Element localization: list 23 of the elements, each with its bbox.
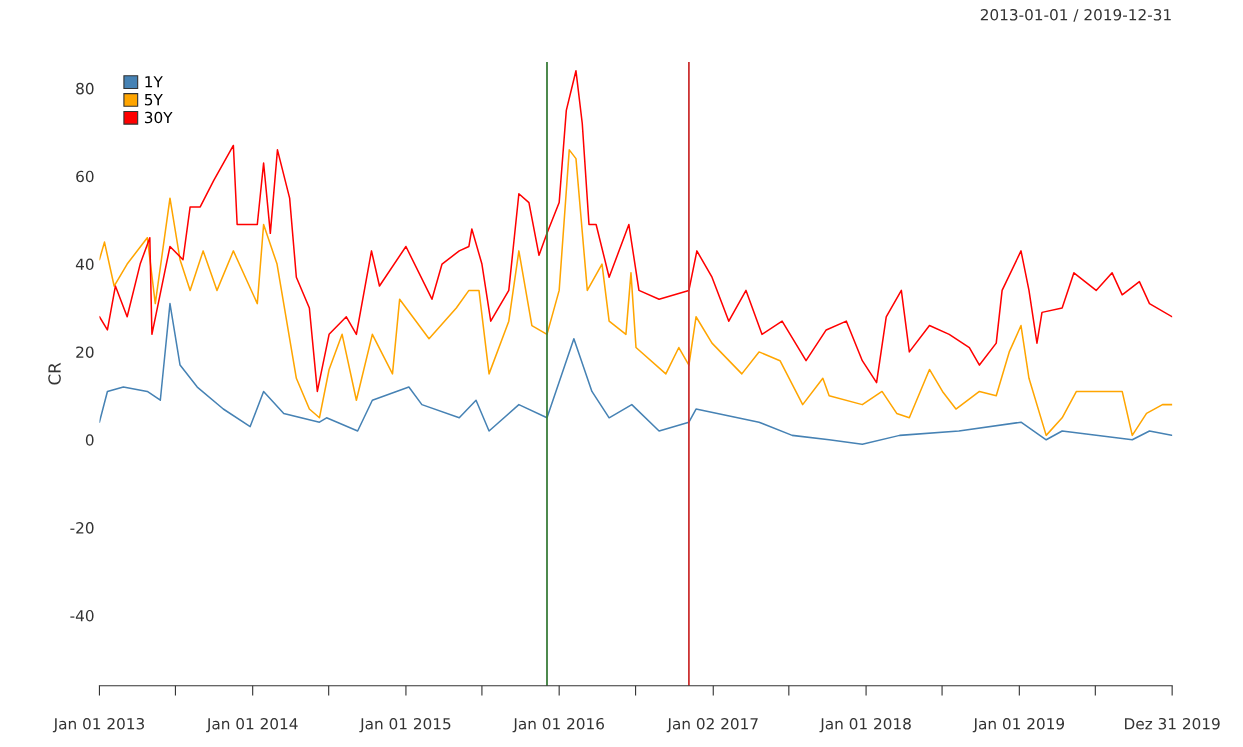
y-tick-label: -40 (70, 609, 94, 622)
y-axis-title: CR (48, 362, 61, 385)
x-tick-label: Jan 01 2015 (359, 717, 451, 733)
x-tick-label: Jan 01 2013 (52, 717, 145, 733)
x-tick-label: Jan 02 2017 (666, 717, 758, 733)
y-tick-label: 40 (75, 258, 94, 271)
x-tick-label: Jan 01 2018 (819, 717, 911, 733)
x-tick-label: Dez 31 2019 (1125, 717, 1220, 730)
chart-title: 2013-01-01 / 2019-12-31 (980, 9, 1171, 22)
line-series (99, 149, 1173, 437)
y-tick-label: 60 (76, 170, 94, 183)
y-tick-label: 0 (85, 434, 94, 446)
y-tick-label: 80 (76, 82, 94, 95)
x-tick-label: Jan 01 2016 (512, 717, 604, 733)
y-tick-label: 20 (76, 346, 94, 358)
legend-label: 5Y (144, 94, 163, 106)
x-tick-label: Jan 01 2014 (206, 717, 298, 733)
legend-label: 30Y (144, 111, 173, 124)
line-series (99, 70, 1173, 393)
x-tick-label: Jan 01 2019 (972, 717, 1065, 733)
y-tick-label: -20 (70, 522, 94, 534)
line-series (99, 302, 1173, 445)
legend-label: 1Y (145, 76, 163, 88)
